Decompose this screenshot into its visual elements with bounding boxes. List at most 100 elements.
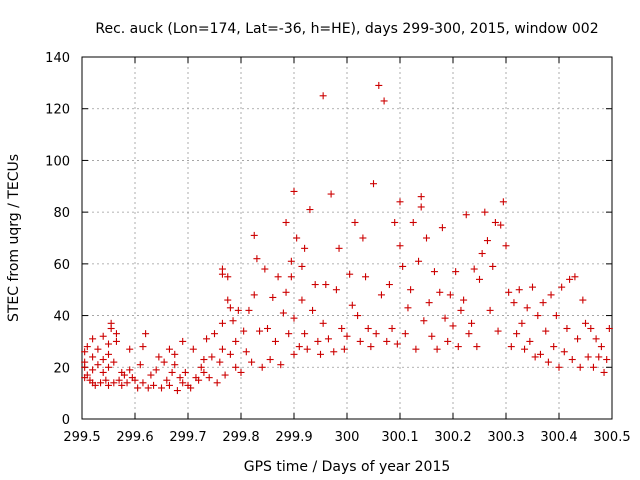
data-point [423,234,430,242]
data-point [470,265,478,273]
data-point [568,356,576,364]
data-point [592,335,600,343]
data-point [221,371,229,379]
data-point [433,345,441,353]
data-point [505,288,513,296]
data-point [327,190,335,198]
data-point [126,366,134,374]
data-point [425,299,433,307]
data-point [372,330,380,338]
data-point [131,376,139,384]
data-point [91,381,99,389]
data-point [261,265,269,273]
data-point [203,335,211,343]
y-tick-label: 100 [45,154,70,169]
data-point [385,281,393,289]
data-point [465,330,473,338]
data-point [189,345,197,353]
data-point [250,291,258,299]
data-point [279,309,287,317]
data-point [428,332,436,340]
data-point [126,345,134,353]
data-point [107,319,115,327]
data-point [290,187,298,195]
data-point [314,337,322,345]
x-tick-label: 300.1 [381,430,418,445]
data-point [105,340,112,348]
data-point [417,203,425,211]
data-point [449,322,457,330]
data-point [311,281,319,289]
data-point [115,376,123,384]
data-point [526,337,534,345]
data-point [438,224,446,232]
data-point [89,335,97,343]
data-point [97,379,105,387]
data-point [367,343,375,351]
data-point [171,350,179,358]
data-point [420,317,428,325]
data-point [571,273,579,281]
data-point [595,353,603,361]
data-point [391,218,399,226]
data-point [303,345,311,353]
data-point [346,270,354,278]
data-point [597,343,605,351]
data-point [99,356,107,364]
data-point [351,218,359,226]
data-point [245,306,253,314]
data-point [380,97,388,105]
data-point [242,348,250,356]
data-points [81,81,613,395]
data-point [218,319,226,327]
y-tick-label: 80 [53,206,70,221]
data-point [518,319,526,327]
data-point [282,288,290,296]
data-point [205,374,213,382]
data-point [139,343,147,351]
y-tick-label: 40 [53,310,70,325]
data-point [521,345,529,353]
data-point [566,275,574,283]
data-point [491,218,499,226]
data-point [322,281,330,289]
data-point [224,273,232,281]
data-point [536,350,544,358]
data-point [489,262,497,270]
x-tick-label: 300.5 [593,430,630,445]
data-point [579,296,587,304]
data-point [364,325,372,332]
x-tick-label: 300.3 [487,430,524,445]
data-point [497,221,505,229]
data-point [89,353,97,361]
x-tick-label: 299.7 [169,430,206,445]
data-point [168,368,176,376]
data-point [213,379,221,387]
data-point [136,361,144,369]
data-point [457,306,465,314]
data-point [510,299,518,307]
data-point [224,296,232,304]
data-point [163,376,171,384]
y-tick-label: 120 [45,103,70,118]
data-point [152,366,160,374]
data-point [502,242,510,250]
data-point [208,353,216,361]
data-point [250,231,258,239]
data-point [94,361,102,369]
data-point [343,332,351,340]
data-point [539,299,547,307]
data-point [486,306,494,314]
data-point [584,353,592,361]
data-point [147,371,155,379]
data-point [287,257,295,265]
data-point [81,358,89,366]
data-point [460,296,468,304]
data-point [534,312,542,320]
data-point [171,361,179,369]
data-point [298,262,306,270]
x-tick-label: 299.9 [275,430,312,445]
data-point [134,384,142,392]
data-point [158,384,165,392]
